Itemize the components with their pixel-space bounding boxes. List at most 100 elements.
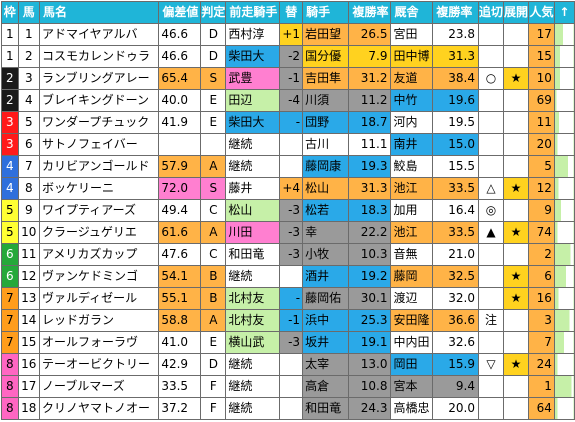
popularity-bar: [553, 111, 575, 134]
table-row[interactable]: 3 6 サトノフェイバー 継続 古川 11.1 南井 15.0 20: [1, 133, 575, 156]
popularity-bar: [553, 397, 575, 420]
table-row[interactable]: 7 13 ヴァルディゼール 55.1 B 北村友 - 藤岡佑 30.1 渡辺 32.0 ★ 16: [1, 287, 575, 310]
hantei-grade: C: [200, 243, 227, 266]
prev-jockey: 藤井: [225, 177, 281, 200]
hantei-grade: F: [200, 375, 227, 398]
table-row[interactable]: 7 14 レッドガラン 58.8 A 北村友 -1 浜中 25.3 安田隆 36.6 注 3: [1, 309, 575, 332]
stable-rate: 23.8: [432, 23, 479, 46]
table-row[interactable]: 5 10 クラージュゲリエ 61.6 A 川田 -3 幸 22.2 池江 33.5 ▲ ★ 74: [1, 221, 575, 244]
hensa-cell: 72.0: [158, 177, 202, 200]
hantei-grade: B: [200, 265, 227, 288]
tenkai-mark: [502, 309, 530, 332]
hensa-value: 47.6: [161, 247, 189, 261]
jockey-rate: 13.0: [348, 353, 392, 376]
popularity-bar: [553, 133, 575, 156]
table-row[interactable]: 8 17 ノーブルマーズ 33.5 F 継続 高倉 10.8 宮本 9.4 1: [1, 375, 575, 398]
hensa-value: 72.0: [161, 181, 189, 195]
hensa-value: 46.6: [161, 27, 189, 41]
hensa-cell: 58.8: [158, 309, 202, 332]
stable-name: 高橋忠: [390, 397, 434, 420]
hensa-value: 58.8: [161, 313, 189, 327]
table-row[interactable]: 4 8 ボッケリーニ 72.0 S 藤井 +4 松山 31.3 池江 33.5 △ ★ 12: [1, 177, 575, 200]
tenkai-mark: [502, 375, 530, 398]
oikiri-mark: [477, 287, 504, 310]
prev-jockey: 武豊: [225, 67, 281, 90]
ninki-value: 2: [528, 243, 555, 266]
table-row[interactable]: 4 7 カリビアンゴールド 57.9 A 継続 藤岡康 19.3 鮫島 15.5 5: [1, 155, 575, 178]
hensa-value: 41.9: [161, 115, 189, 129]
horse-name: ブレイキングドーン: [39, 89, 160, 112]
stable-name: 藤岡: [390, 265, 434, 288]
hantei-grade: [200, 133, 227, 156]
waku-cell: 4: [1, 155, 19, 178]
table-row[interactable]: 3 5 ワンダープチュック 41.9 E 柴田大 - 団野 18.7 河内 19.5 11: [1, 111, 575, 134]
table-row[interactable]: 8 16 テーオービクトリー 42.9 D 継続 太宰 13.0 岡田 15.9 ▽ ★ 24: [1, 353, 575, 376]
popularity-bar: [553, 89, 575, 112]
tenkai-mark: [502, 155, 530, 178]
waku-cell: 2: [1, 89, 19, 112]
hensa-value: 57.9: [161, 159, 189, 173]
jockey-rate: 18.3: [348, 199, 392, 222]
hensa-value: 61.6: [161, 225, 189, 239]
jockey-name: 幸: [302, 221, 350, 244]
stable-name: 安田隆: [390, 309, 434, 332]
stable-rate: 15.9: [432, 353, 479, 376]
waku-cell: 1: [1, 45, 19, 68]
jockey-name: 小牧: [302, 243, 350, 266]
hensa-value: 42.9: [161, 357, 189, 371]
table-row[interactable]: 2 4 ブレイキングドーン 40.0 E 田辺 -4 川須 11.2 中竹 19.6 69: [1, 89, 575, 112]
waku-cell: 5: [1, 199, 19, 222]
prev-jockey: 松山: [225, 199, 281, 222]
hensa-value: 41.0: [161, 335, 189, 349]
jockey-rate: 7.9: [348, 45, 392, 68]
jockey-name: 松若: [302, 199, 350, 222]
table-row[interactable]: 2 3 ランブリングアレー 65.4 S 武豊 -1 吉田隼 31.2 友道 38.4 ○ ★ 10: [1, 67, 575, 90]
jockey-name: 藤岡佑: [302, 287, 350, 310]
waku-cell: 6: [1, 243, 19, 266]
stable-rate: 16.4: [432, 199, 479, 222]
stable-name: 岡田: [390, 353, 434, 376]
hensa-cell: 47.6: [158, 243, 202, 266]
kae-value: [279, 133, 304, 156]
ninki-value: 15: [528, 45, 555, 68]
prev-jockey: 継続: [225, 375, 281, 398]
horse-name: クラージュゲリエ: [39, 221, 160, 244]
hensa-cell: 55.1: [158, 287, 202, 310]
stable-rate: 33.5: [432, 221, 479, 244]
hensa-cell: 33.5: [158, 375, 202, 398]
jockey-name: 岩田望: [302, 23, 350, 46]
table-row[interactable]: 5 9 ワイプティアーズ 49.4 C 松山 -3 松若 18.3 加用 16.4 ◎ 9: [1, 199, 575, 222]
header-hensa: 偏差値: [158, 1, 202, 24]
jockey-name: 国分優: [302, 45, 350, 68]
jockey-rate: 10.8: [348, 375, 392, 398]
table-row[interactable]: 1 2 コスモカレンドゥラ 46.6 D 柴田大 -2 国分優 7.9 田中博 31.3 15: [1, 45, 575, 68]
prev-jockey: 北村友: [225, 309, 281, 332]
hensa-value: 46.6: [161, 49, 189, 63]
jockey-rate: 25.3: [348, 309, 392, 332]
jockey-rate: 30.1: [348, 287, 392, 310]
tenkai-mark: [502, 199, 530, 222]
stable-rate: 21.0: [432, 243, 479, 266]
header-tenkai: 展開: [502, 1, 530, 24]
table-row[interactable]: 7 15 オールフォーラヴ 41.0 E 横山武 -3 坂井 19.1 中内田 32.6 7: [1, 331, 575, 354]
header-sort-icon[interactable]: ↑: [553, 1, 575, 24]
waku-cell: 8: [1, 353, 19, 376]
stable-name: 中竹: [390, 89, 434, 112]
stable-name: 渡辺: [390, 287, 434, 310]
uma-number: 4: [17, 89, 41, 112]
stable-name: 鮫島: [390, 155, 434, 178]
stable-name: 宮田: [390, 23, 434, 46]
table-row[interactable]: 8 18 クリノヤマトノオー 37.2 F 継続 和田竜 24.3 高橋忠 20.0 64: [1, 397, 575, 420]
jockey-name: 高倉: [302, 375, 350, 398]
ninki-value: 7: [528, 331, 555, 354]
prev-jockey: 継続: [225, 265, 281, 288]
jockey-name: 松山: [302, 177, 350, 200]
table-row[interactable]: 1 1 アドマイヤアルバ 46.6 D 西村淳 +1 岩田望 26.5 宮田 23.8 17: [1, 23, 575, 46]
table-row[interactable]: 6 11 アメリカズカップ 47.6 C 和田竜 -3 小牧 10.3 音無 21.0 2: [1, 243, 575, 266]
uma-number: 7: [17, 155, 41, 178]
tenkai-mark: ★: [502, 265, 530, 288]
table-row[interactable]: 6 12 ヴァンケドミンゴ 54.1 B 継続 酒井 19.2 藤岡 32.5 ★ 6: [1, 265, 575, 288]
jockey-rate: 31.3: [348, 177, 392, 200]
waku-cell: 8: [1, 375, 19, 398]
horse-name: ボッケリーニ: [39, 177, 160, 200]
